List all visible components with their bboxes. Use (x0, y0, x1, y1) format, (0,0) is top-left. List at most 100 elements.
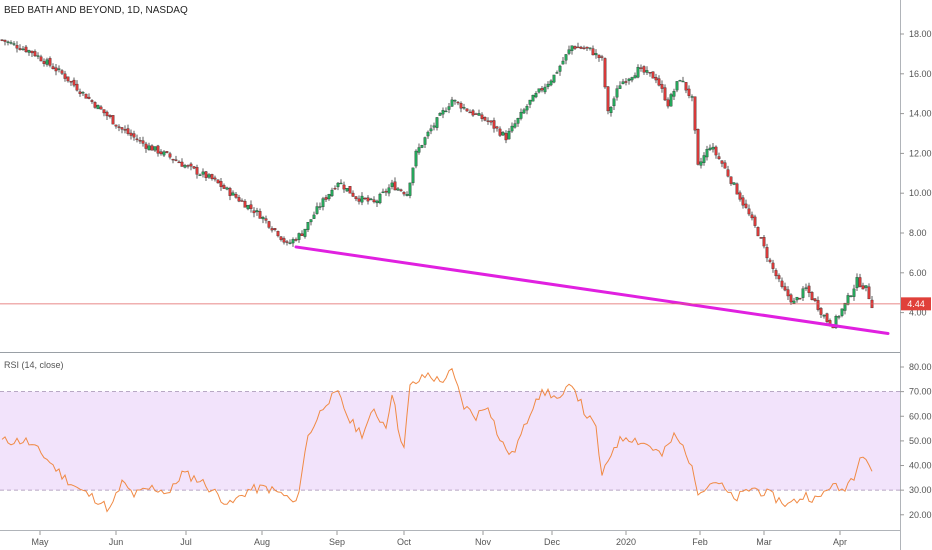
candle-body (357, 198, 361, 202)
candle-body (108, 115, 112, 118)
time-tick-label: Mar (756, 537, 772, 547)
candle-body (258, 211, 262, 219)
candle-body (24, 46, 28, 52)
candle-body (6, 41, 10, 43)
candle-body (612, 98, 616, 107)
candle-body (573, 46, 577, 49)
candle-body (210, 174, 214, 180)
candle-body (348, 186, 352, 194)
candle-body (594, 53, 598, 56)
chart-title: BED BATH AND BEYOND, 1D, NASDAQ (4, 5, 188, 16)
candle-body (255, 210, 259, 213)
candle-body (84, 93, 88, 99)
candle-body (54, 67, 58, 72)
candle-body (798, 298, 802, 300)
candle-body (282, 238, 286, 243)
candle-body (222, 185, 226, 189)
candle-body (78, 91, 82, 94)
candle-body (105, 111, 109, 117)
candle-body (762, 237, 766, 247)
candle-body (672, 91, 676, 97)
candle-body (705, 149, 709, 158)
candle-body (162, 151, 166, 156)
candle-body (498, 128, 502, 136)
candle-body (198, 174, 202, 177)
candle-body (699, 161, 703, 166)
candle-body (507, 130, 511, 140)
candle-body (318, 206, 322, 208)
candle-body (717, 156, 721, 160)
candle-body (237, 197, 241, 202)
candle-body (501, 132, 505, 136)
time-tick-label: Jun (109, 537, 124, 547)
candle-body (399, 189, 403, 192)
rsi-label: RSI (14, close) (4, 360, 64, 370)
candle-body (69, 81, 73, 83)
candle-body (192, 166, 196, 169)
candle-body (615, 88, 619, 98)
candle-body (519, 111, 523, 119)
candle-body (126, 128, 130, 134)
price-tick-label: 12.00 (909, 148, 932, 158)
candle-body (564, 54, 568, 61)
time-tick-label: Feb (692, 537, 708, 547)
candle-body (588, 47, 592, 49)
candle-body (66, 76, 70, 82)
candle-body (33, 51, 37, 57)
candle-body (132, 133, 136, 138)
candle-body (96, 105, 100, 110)
candle-body (159, 151, 163, 155)
time-tick-label: Jul (180, 537, 192, 547)
candle-body (696, 128, 700, 165)
candle-body (435, 117, 439, 128)
candle-body (747, 208, 751, 215)
time-tick-label: Sep (329, 537, 345, 547)
candle-body (582, 47, 586, 50)
candle-body (75, 83, 79, 91)
candle-body (183, 165, 187, 168)
candle-body (252, 210, 256, 214)
price-tick-label: 6.00 (909, 268, 927, 278)
candle-body (837, 316, 841, 318)
candle-body (288, 242, 292, 244)
price-tick-label: 16.00 (909, 69, 932, 79)
candle-body (351, 192, 355, 197)
candle-body (114, 124, 118, 127)
candles (0, 39, 874, 329)
candle-body (216, 179, 220, 184)
candle-body (141, 140, 145, 144)
candle-body (189, 163, 193, 167)
candle-body (411, 167, 415, 184)
candle-body (723, 162, 727, 169)
candle-body (81, 92, 85, 94)
candle-body (591, 48, 595, 56)
candle-body (621, 81, 625, 85)
candle-body (750, 214, 754, 219)
candle-body (516, 117, 520, 124)
candle-body (27, 50, 31, 53)
candle-body (177, 161, 181, 164)
candle-body (660, 84, 664, 89)
candle-body (390, 182, 394, 187)
time-axis-ticks: May Jun Jul Aug Sep Oct Nov Dec 2020 Feb Mar Apr (31, 531, 847, 547)
candle-body (543, 86, 547, 93)
time-tick-label: 2020 (616, 537, 636, 547)
candle-body (726, 169, 730, 177)
candle-body (393, 181, 397, 191)
candle-body (486, 120, 490, 122)
candle-body (312, 214, 316, 219)
candle-body (666, 99, 670, 107)
candle-body (858, 277, 862, 287)
candle-body (405, 194, 409, 196)
candle-body (531, 94, 535, 102)
candle-body (441, 110, 445, 115)
candle-body (291, 239, 295, 244)
candle-body (270, 228, 274, 231)
candle-body (714, 146, 718, 156)
candle-body (579, 46, 583, 49)
candle-body (246, 205, 250, 210)
candle-body (735, 183, 739, 195)
candle-body (774, 270, 778, 277)
candle-body (771, 262, 775, 269)
candle-body (225, 187, 229, 190)
